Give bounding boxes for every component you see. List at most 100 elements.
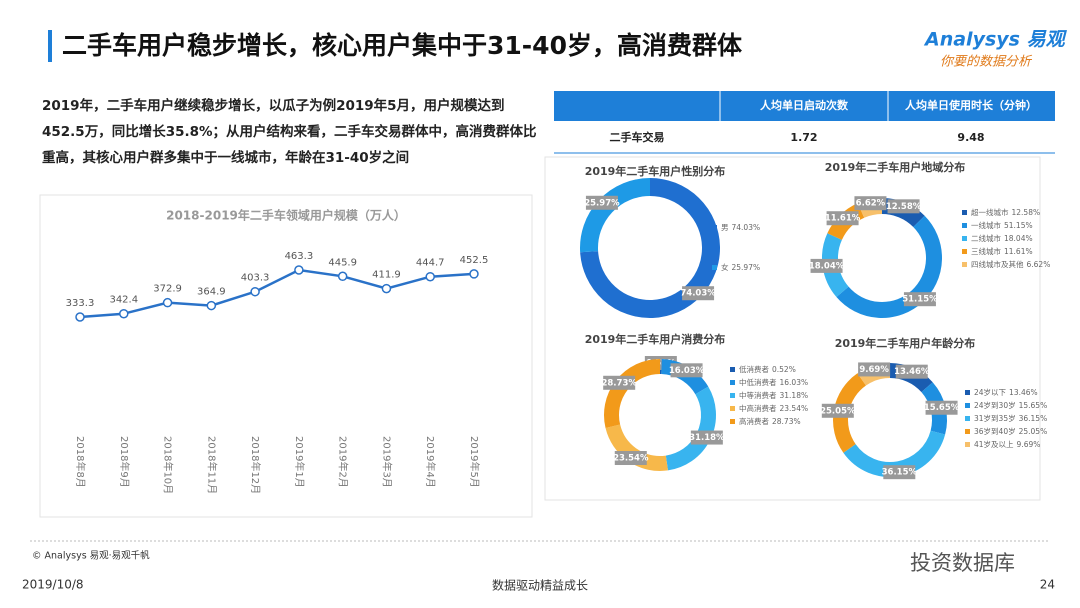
table-cell: 1.72	[790, 131, 817, 144]
legend-entry: 三线城市 11.61%	[971, 246, 1033, 256]
date: 2019/10/8	[22, 578, 84, 592]
intro-line: 重高，其核心用户群多集中于一线城市，年龄在31-40岁之间	[42, 149, 409, 166]
legend-swatch	[962, 262, 967, 267]
data-label: 18.04%	[809, 261, 845, 271]
legend-value: 12.58%	[1012, 208, 1041, 217]
legend-value: 23.54%	[780, 404, 809, 413]
label-box	[810, 258, 843, 273]
legend-name: 中等消费者	[739, 390, 777, 400]
legend-value: 51.15%	[1004, 221, 1033, 230]
x-tick-label: 2018年12月	[249, 436, 262, 494]
legend-entry: 中高消费者 23.54%	[739, 403, 808, 413]
point	[337, 271, 348, 282]
legend-value: 6.62%	[1027, 260, 1051, 269]
legend-name: 低消费者	[739, 364, 769, 374]
data-label: 452.5	[460, 255, 489, 266]
legend-swatch	[730, 393, 735, 398]
legend-swatch	[730, 406, 735, 411]
legend-value: 74.03%	[732, 223, 761, 232]
copyright: © Analysys 易观·易观千帆	[32, 550, 150, 562]
data-label: 9.69%	[859, 365, 889, 375]
legend-entry: 超一线城市 12.58%	[971, 207, 1040, 217]
data-label: 16.03%	[669, 366, 705, 376]
legend-swatch	[730, 419, 735, 424]
intro-line: 452.5万，同比增长35.8%；从用户结构来看，二手车交易群体中，高消费群体比	[42, 123, 537, 140]
legend-name: 24岁到30岁	[974, 400, 1016, 410]
legend-value: 31.18%	[780, 391, 809, 400]
x-tick-label: 2018年8月	[74, 436, 87, 488]
page-number: 24	[1040, 578, 1055, 592]
legend-swatch	[712, 225, 717, 230]
legend-name: 三线城市	[971, 246, 1001, 256]
chart-title: 2018-2019年二手车领域用户规模（万人）	[166, 208, 406, 223]
legend-name: 24岁以下	[974, 387, 1007, 397]
label-box	[690, 430, 723, 445]
legend-name: 女	[721, 262, 729, 272]
data-label: 0.52%	[646, 359, 676, 369]
legend-entry: 24岁以下 13.46%	[974, 387, 1038, 397]
legend-entry: 低消费者 0.52%	[739, 364, 796, 374]
legend-entry: 中等消费者 31.18%	[739, 390, 808, 400]
x-tick-label: 2019年1月	[293, 436, 306, 488]
point	[250, 286, 260, 297]
point	[381, 283, 392, 294]
legend-name: 四线城市及其他	[971, 259, 1024, 269]
label-box	[614, 451, 647, 466]
x-tick-label: 2018年11月	[205, 436, 218, 494]
point	[294, 265, 304, 275]
legend-entry: 高消费者 28.73%	[739, 416, 801, 426]
legend-entry: 女 25.97%	[721, 262, 760, 272]
legend-value: 0.52%	[772, 365, 796, 374]
data-label: 403.3	[241, 273, 270, 284]
panel	[544, 156, 1041, 501]
legend-entry: 24岁到30岁 15.65%	[974, 400, 1047, 410]
data-label: 411.9	[372, 270, 401, 281]
label-box	[603, 375, 636, 390]
data-label: 12.58%	[886, 202, 922, 212]
panel	[39, 194, 533, 518]
point	[469, 269, 479, 279]
data-label: 444.7	[416, 258, 445, 269]
legend-value: 16.03%	[780, 378, 809, 387]
legend-value: 28.73%	[772, 417, 801, 426]
chart-title: 2019年二手车用户地域分布	[825, 160, 966, 174]
data-label: 372.9	[153, 284, 182, 295]
slide-title: 二手车用户稳步增长，核心用户集中于31-40岁，高消费群体	[62, 31, 743, 60]
legend-value: 13.46%	[1009, 388, 1038, 397]
point	[206, 300, 217, 311]
donut-segment	[665, 386, 716, 471]
legend-value: 36.15%	[1019, 414, 1048, 423]
label-box	[858, 362, 891, 377]
legend-value: 15.65%	[1019, 401, 1048, 410]
label-box	[887, 199, 920, 214]
chart-title: 2019年二手车用户性别分布	[585, 164, 726, 178]
legend-swatch	[962, 210, 967, 215]
legend-swatch	[712, 265, 717, 270]
x-tick-label: 2019年5月	[468, 436, 481, 488]
legend-entry: 中低消费者 16.03%	[739, 377, 808, 387]
table-head: 人均单日使用时长（分钟）	[905, 98, 1037, 112]
logo: Analysys 易观	[923, 29, 1068, 51]
label-box	[903, 292, 936, 307]
chart-title: 2019年二手车用户年龄分布	[835, 336, 976, 350]
x-tick-label: 2019年3月	[380, 436, 393, 488]
table-cell: 9.48	[957, 131, 984, 144]
data-label: 333.3	[66, 298, 95, 309]
legend-swatch	[962, 249, 967, 254]
legend-value: 25.97%	[732, 263, 761, 272]
data-label: 445.9	[328, 257, 357, 268]
data-label: 342.4	[109, 295, 138, 306]
label-box	[895, 364, 928, 379]
legend-swatch	[962, 236, 967, 241]
label-box	[585, 195, 618, 210]
point	[75, 312, 85, 322]
data-label: 25.97%	[584, 198, 620, 208]
legend-value: 9.69%	[1017, 440, 1041, 449]
data-label: 31.18%	[689, 433, 725, 443]
legend-entry: 41岁及以上 9.69%	[974, 439, 1040, 449]
x-tick-label: 2019年4月	[424, 436, 437, 488]
watermark: 投资数据库	[910, 551, 1015, 575]
legend-name: 中低消费者	[739, 377, 777, 387]
intro-line: 2019年，二手车用户继续稳步增长，以瓜子为例2019年5月，用户规模达到	[42, 97, 505, 114]
